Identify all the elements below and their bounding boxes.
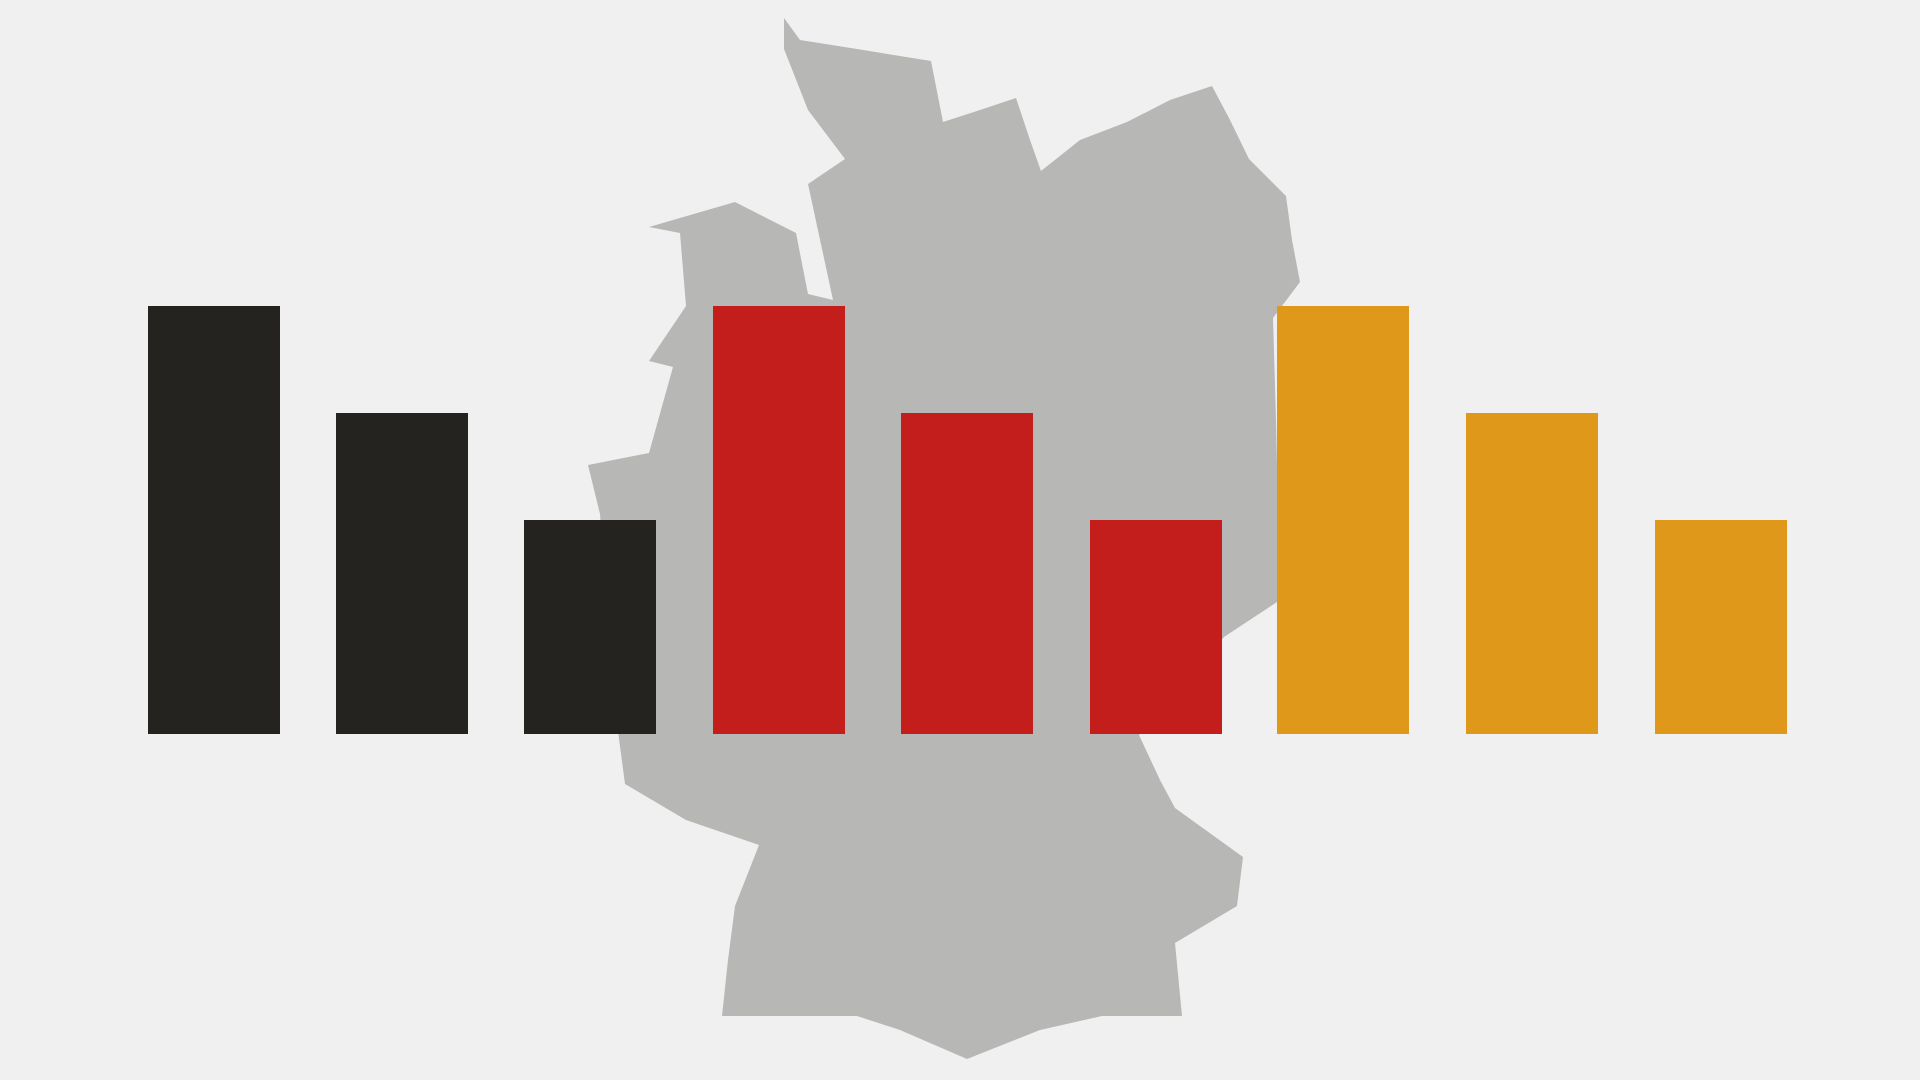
bar bbox=[148, 306, 280, 734]
bar bbox=[713, 306, 845, 734]
bar bbox=[901, 413, 1033, 734]
bar bbox=[524, 520, 656, 734]
bar bbox=[1655, 520, 1787, 734]
bar bbox=[336, 413, 468, 734]
bar bbox=[1277, 306, 1409, 734]
bar bbox=[1466, 413, 1598, 734]
bar bbox=[1090, 520, 1222, 734]
